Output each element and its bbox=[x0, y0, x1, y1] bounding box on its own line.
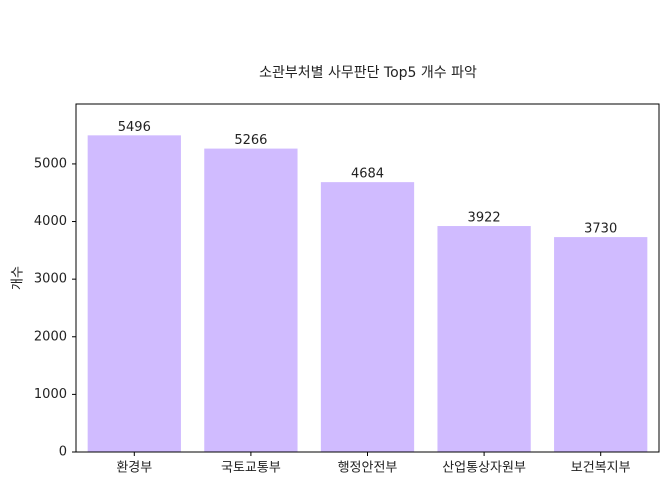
y-tick-label: 5000 bbox=[34, 156, 67, 171]
data-label: 4684 bbox=[351, 167, 384, 182]
data-label: 3922 bbox=[468, 211, 501, 226]
y-tick-label: 3000 bbox=[34, 272, 67, 287]
data-label: 5496 bbox=[118, 120, 151, 135]
data-label: 3730 bbox=[584, 222, 617, 237]
bar bbox=[437, 226, 531, 452]
y-tick-label: 2000 bbox=[34, 329, 67, 344]
bar bbox=[87, 135, 181, 452]
x-tick-label: 행정안전부 bbox=[338, 460, 398, 476]
x-tick-label: 국토교통부 bbox=[221, 461, 281, 476]
y-tick-label: 1000 bbox=[34, 387, 67, 402]
data-label: 5266 bbox=[234, 133, 267, 148]
bar bbox=[320, 182, 415, 453]
x-tick-label: 환경부 bbox=[116, 461, 152, 476]
x-tick-label: 산업통상자원부 bbox=[442, 461, 526, 476]
y-tick-label: 0 bbox=[59, 445, 67, 460]
plot-frame bbox=[75, 103, 660, 453]
x-tick-label: 보건복지부 bbox=[571, 461, 631, 476]
bar bbox=[554, 237, 648, 452]
chart-title: 소관부처별 사무판단 Top5 개수 파악 bbox=[259, 65, 477, 81]
y-tick-label: 4000 bbox=[34, 214, 67, 229]
y-axis-label: 개수 bbox=[11, 266, 26, 290]
bar bbox=[204, 148, 298, 452]
